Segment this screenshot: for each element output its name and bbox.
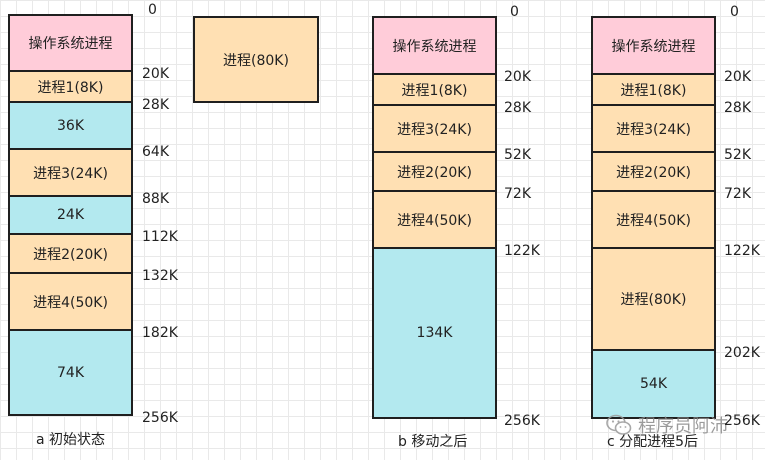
address-label: 132K: [142, 268, 178, 284]
free-memory-block: 134K: [372, 247, 497, 419]
block-label: 24K: [57, 207, 84, 223]
address-label: 64K: [142, 144, 169, 160]
memory-stack-after-move: 操作系统进程 进程1(8K) 进程3(24K) 进程2(20K) 进程4(50K) 134…: [372, 16, 497, 419]
block-label: 进程2(20K): [33, 246, 108, 263]
block-label: 进程1(8K): [620, 82, 687, 99]
block-label: 进程1(8K): [401, 82, 468, 99]
block-label: 操作系统进程: [611, 38, 696, 55]
address-label: 256K: [724, 413, 760, 429]
memory-stack-after-alloc: 操作系统进程 进程1(8K) 进程3(24K) 进程2(20K) 进程4(50K) 进程(…: [591, 16, 716, 419]
block-label: 进程2(20K): [397, 164, 472, 181]
block-label: 36K: [57, 117, 84, 134]
address-label: 202K: [724, 345, 760, 361]
block-label: 进程3(24K): [397, 121, 472, 138]
block-label: 进程3(24K): [33, 165, 108, 182]
os-process-block: 操作系统进程: [591, 16, 716, 75]
block-label: 操作系统进程: [392, 38, 477, 55]
process-block: 进程1(8K): [372, 73, 497, 106]
process-block: 进程2(20K): [591, 151, 716, 192]
free-memory-block: 24K: [8, 195, 133, 235]
block-label: 进程2(20K): [616, 164, 691, 181]
address-label: 182K: [142, 325, 178, 341]
block-label: 进程4(50K): [616, 212, 691, 229]
block-label: 134K: [416, 325, 453, 341]
address-label: 256K: [142, 410, 178, 426]
process-block: 进程4(50K): [372, 190, 497, 249]
process-block: 进程2(20K): [372, 151, 497, 192]
address-label: 72K: [724, 186, 751, 202]
watermark-text: 程序员阿沛: [638, 416, 728, 437]
wechat-icon: [606, 414, 632, 435]
free-memory-block: 74K: [8, 329, 133, 416]
process-block: 进程1(8K): [591, 73, 716, 106]
address-label: 0: [730, 4, 739, 20]
process-block: 进程(80K): [591, 247, 716, 351]
address-label: 112K: [142, 229, 178, 245]
address-label: 20K: [504, 69, 531, 85]
os-process-block: 操作系统进程: [372, 16, 497, 75]
address-label: 52K: [724, 147, 751, 163]
address-label: 28K: [142, 97, 169, 113]
process-block: 进程3(24K): [591, 104, 716, 153]
caption-after-alloc: c 分配进程5后: [607, 434, 699, 450]
pending-process-label: 进程(80K): [223, 52, 289, 69]
block-label: 进程1(8K): [37, 79, 104, 96]
process-block: 进程3(24K): [372, 104, 497, 153]
address-label: 256K: [504, 413, 540, 429]
pending-process-block: 进程(80K): [193, 16, 319, 103]
caption-after-move: b 移动之后: [398, 434, 468, 450]
address-label: 122K: [724, 243, 760, 259]
process-block: 进程3(24K): [8, 148, 133, 197]
process-block: 进程1(8K): [8, 70, 133, 103]
block-label: 操作系统进程: [28, 36, 113, 52]
memory-stack-initial: 操作系统进程 进程1(8K) 36K 进程3(24K) 24K 进程2(20K) 进程4(5…: [8, 14, 133, 416]
address-label: 0: [510, 4, 519, 20]
process-block: 进程4(50K): [591, 190, 716, 249]
block-label: 74K: [57, 364, 84, 381]
block-label: 进程4(50K): [397, 212, 472, 229]
block-label: 进程(80K): [620, 292, 687, 308]
watermark: 程序员阿沛: [606, 412, 728, 438]
free-memory-block: 36K: [8, 101, 133, 150]
address-label: 52K: [504, 147, 531, 163]
block-label: 进程4(50K): [33, 294, 108, 311]
address-label: 20K: [142, 66, 169, 82]
os-process-block: 操作系统进程: [8, 14, 133, 72]
address-label: 122K: [504, 243, 540, 259]
address-label: 72K: [504, 186, 531, 202]
address-label: 88K: [142, 191, 169, 207]
free-memory-block: 54K: [591, 349, 716, 419]
caption-initial: a 初始状态: [36, 432, 106, 448]
block-label: 54K: [640, 376, 667, 392]
address-label: 28K: [504, 100, 531, 116]
process-block: 进程4(50K): [8, 272, 133, 331]
address-label: 28K: [724, 100, 751, 116]
process-block: 进程2(20K): [8, 233, 133, 274]
address-label: 0: [148, 2, 157, 18]
block-label: 进程3(24K): [616, 121, 691, 138]
address-label: 20K: [724, 69, 751, 85]
